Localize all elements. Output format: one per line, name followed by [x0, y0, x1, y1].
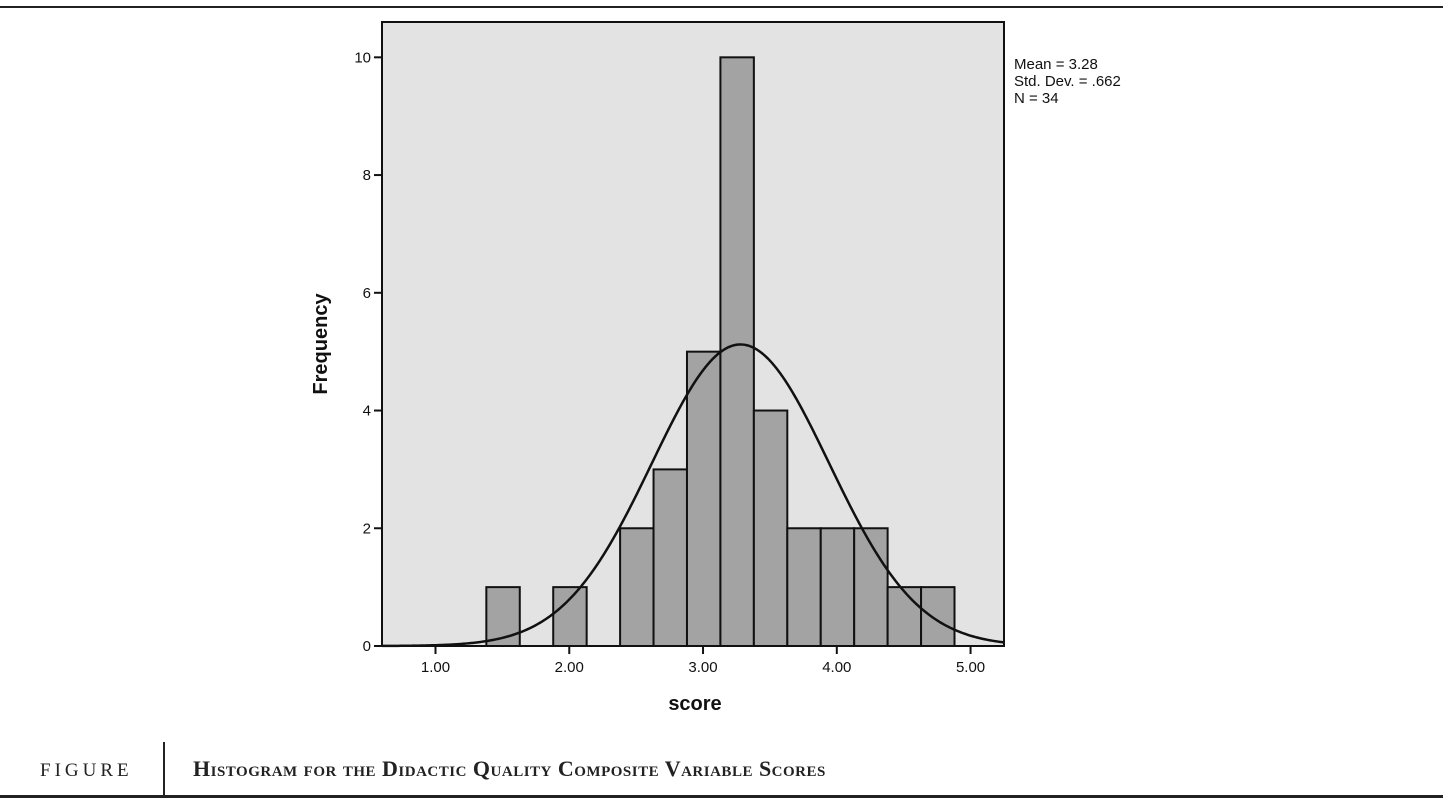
histogram-bar: [619, 527, 655, 648]
y-tick-label: 10: [354, 49, 371, 66]
y-axis: 0 2 4 6 8 10: [354, 49, 382, 655]
normal-curve: [381, 343, 1005, 648]
histogram-chart: 0 2 4 6 8 10 1.00 2.00 3.00 4.00 5.00 Frequency s…: [310, 21, 1121, 715]
stats-line: Mean = 3.28: [1014, 56, 1098, 73]
y-tick-label: 0: [363, 638, 371, 655]
stats-line: Std. Dev. = .662: [1014, 73, 1121, 90]
histogram-bar: [920, 586, 956, 648]
caption-divider: [163, 742, 165, 796]
y-axis-label: Frequency: [310, 293, 332, 395]
y-tick-label: 4: [363, 403, 371, 420]
histogram-bar: [552, 586, 588, 648]
x-tick-label: 4.00: [822, 659, 851, 676]
plot-frame: [381, 21, 1005, 647]
y-tick-label: 8: [363, 167, 371, 184]
figure-title: Histogram for the Didactic Quality Compo…: [193, 756, 826, 781]
x-tick-label: 5.00: [956, 659, 985, 676]
histogram-bar: [819, 527, 856, 648]
figure-label: FIGURE: [40, 760, 133, 781]
bottom-rule: [0, 795, 1443, 798]
top-rule: [0, 6, 1443, 8]
histogram-bar: [886, 586, 923, 648]
x-tick-label: 2.00: [555, 659, 584, 676]
y-tick-label: 6: [363, 285, 371, 302]
histogram-bar: [719, 56, 755, 648]
x-axis-label: score: [668, 693, 721, 715]
stats-line: N = 34: [1014, 90, 1059, 107]
histogram-bar: [786, 527, 822, 648]
bars-group: [485, 56, 956, 648]
y-tick-label: 2: [363, 520, 371, 537]
histogram-bar: [685, 350, 722, 647]
x-axis: 1.00 2.00 3.00 4.00 5.00: [421, 646, 985, 676]
x-tick-label: 3.00: [688, 659, 717, 676]
histogram-bar: [652, 468, 688, 648]
histogram-bar: [485, 586, 521, 648]
x-tick-label: 1.00: [421, 659, 450, 676]
histogram-bar: [752, 409, 789, 647]
